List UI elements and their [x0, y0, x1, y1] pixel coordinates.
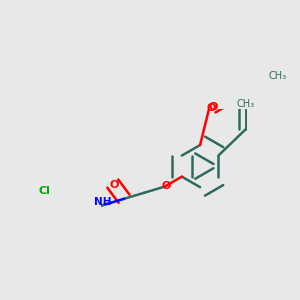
Text: Cl: Cl: [38, 186, 50, 196]
Text: O: O: [209, 101, 218, 112]
Text: NH: NH: [94, 197, 111, 207]
Text: CH₃: CH₃: [268, 71, 286, 82]
Text: O: O: [110, 180, 119, 190]
Text: O: O: [161, 181, 170, 191]
Text: O: O: [206, 103, 215, 113]
Text: CH₃: CH₃: [237, 99, 255, 109]
